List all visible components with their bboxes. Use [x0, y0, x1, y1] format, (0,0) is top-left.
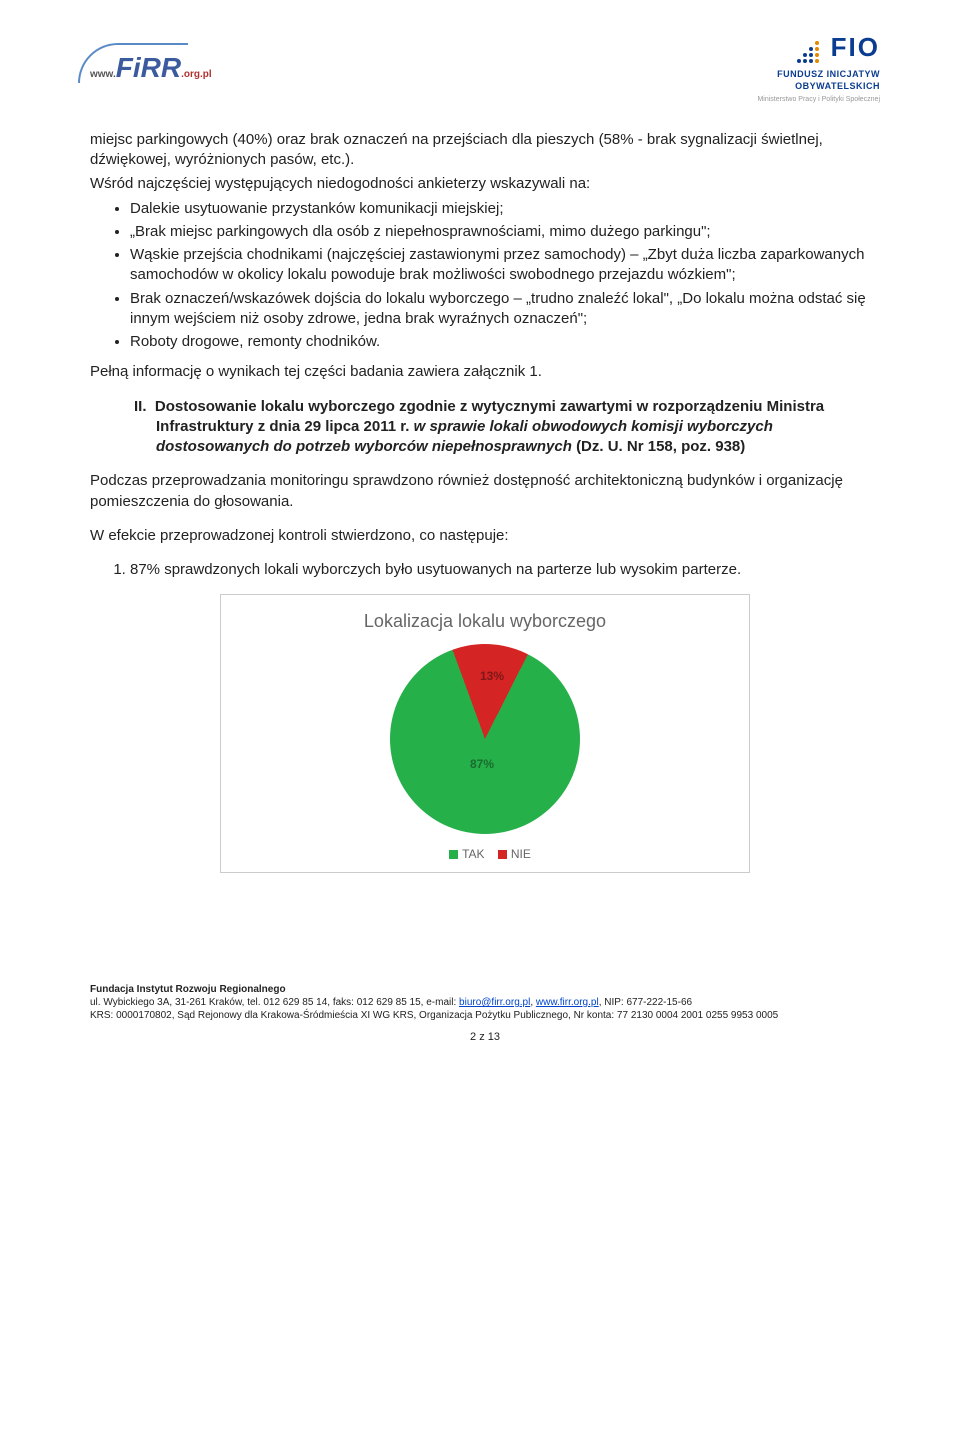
- footer-web-link[interactable]: www.firr.org.pl: [536, 997, 599, 1008]
- footer: Fundacja Instytut Rozwoju Regionalnego u…: [90, 983, 880, 1022]
- footer-mail-link[interactable]: biuro@firr.org.pl: [459, 997, 530, 1008]
- footer-krs: KRS: 0000170802, Sąd Rejonowy dla Krakow…: [90, 1010, 778, 1021]
- section-2-heading: II. Dostosowanie lokalu wyborczego zgodn…: [112, 397, 880, 458]
- section-title-c: (Dz. U. Nr 158, poz. 938): [576, 438, 745, 455]
- chart-title: Lokalizacja lokalu wyborczego: [231, 609, 739, 633]
- pie-chart-box: Lokalizacja lokalu wyborczego 87% 13% TA…: [220, 594, 750, 872]
- fio-dots-icon: [795, 39, 825, 68]
- footer-addr: ul. Wybickiego 3A, 31-261 Kraków, tel. 0…: [90, 997, 459, 1008]
- list-item: „Brak miejsc parkingowych dla osób z nie…: [130, 222, 880, 242]
- legend-tak: TAK: [462, 847, 484, 861]
- fio-big: FIO: [831, 32, 880, 62]
- list-item: Wąskie przejścia chodnikami (najczęściej…: [130, 245, 880, 286]
- fio-min: Ministerstwo Pracy i Polityki Społecznej: [757, 96, 880, 103]
- footer-nip: , NIP: 677-222-15-66: [599, 997, 692, 1008]
- pelna-paragraph: Pełną informację o wynikach tej części b…: [90, 362, 880, 382]
- pie-label-13: 13%: [480, 668, 504, 684]
- list-item: 87% sprawdzonych lokali wyborczych było …: [130, 560, 880, 580]
- list-item: Dalekie usytuowanie przystanków komunika…: [130, 199, 880, 219]
- intro-paragraph: miejsc parkingowych (40%) oraz brak ozna…: [90, 130, 880, 171]
- pie-label-87: 87%: [470, 756, 494, 772]
- list-item: Brak oznaczeń/wskazówek dojścia do lokal…: [130, 289, 880, 330]
- legend-nie: NIE: [511, 847, 531, 861]
- list-item: Roboty drogowe, remonty chodników.: [130, 332, 880, 352]
- header: www.FiRR.org.pl FIO FUNDUSZ INICJATYW OB…: [90, 30, 880, 105]
- firr-logo: www.FiRR.org.pl: [90, 49, 212, 87]
- fio-line1: FUNDUSZ INICJATYW: [777, 69, 880, 79]
- fio-line2: OBYWATELSKICH: [795, 81, 880, 91]
- wefekcie-paragraph: W efekcie przeprowadzonej kontroli stwie…: [90, 526, 880, 546]
- footer-org-name: Fundacja Instytut Rozwoju Regionalnego: [90, 984, 286, 995]
- swatch-tak: [449, 850, 458, 859]
- wsrod-paragraph: Wśród najczęściej występujących niedogod…: [90, 174, 880, 194]
- bullet-list: Dalekie usytuowanie przystanków komunika…: [130, 199, 880, 353]
- page-number: 2 z 13: [90, 1030, 880, 1045]
- pie-wrap: 87% 13%: [231, 644, 739, 834]
- chart-legend: TAK NIE: [231, 846, 739, 862]
- numbered-list: 87% sprawdzonych lokali wyborczych było …: [130, 560, 880, 580]
- section-num: II.: [134, 398, 147, 415]
- swatch-nie: [498, 850, 507, 859]
- fio-logo: FIO FUNDUSZ INICJATYW OBYWATELSKICH Mini…: [757, 30, 880, 105]
- podczas-paragraph: Podczas przeprowadzania monitoringu spra…: [90, 471, 880, 512]
- pie-chart: 87% 13%: [390, 644, 580, 834]
